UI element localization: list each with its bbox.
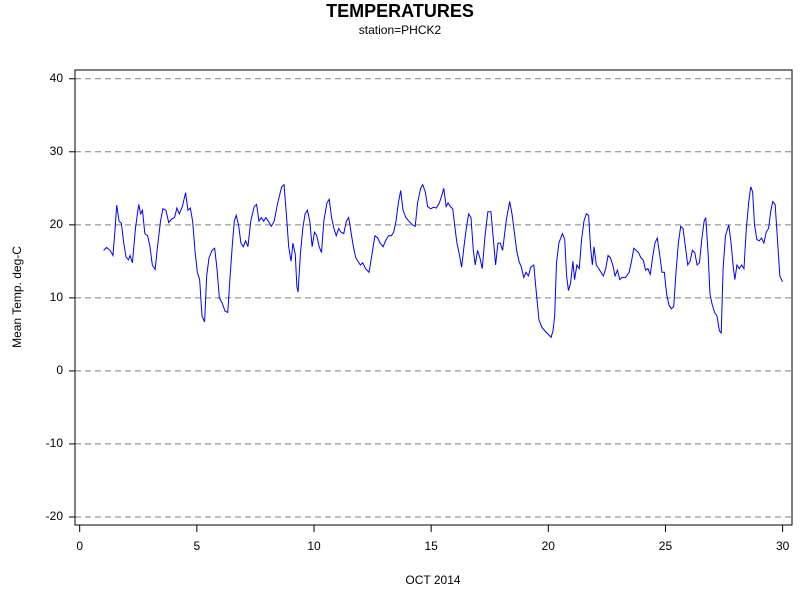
- x-tick-label: 0: [76, 539, 83, 553]
- y-tick-label: -20: [46, 509, 64, 523]
- x-axis-label: OCT 2014: [405, 573, 460, 587]
- chart-title: TEMPERATURES: [326, 1, 474, 21]
- temperature-line: [103, 183, 784, 339]
- y-tick-label: 10: [50, 290, 64, 304]
- chart-subtitle: station=PHCK2: [359, 23, 442, 37]
- x-tick-label: 30: [776, 539, 790, 553]
- x-tick-label: 25: [659, 539, 673, 553]
- x-tick-label: 15: [424, 539, 438, 553]
- y-tick-label: 0: [56, 363, 63, 377]
- x-tick-label: 20: [542, 539, 556, 553]
- y-tick-label: 20: [50, 217, 64, 231]
- x-tick-label: 5: [193, 539, 200, 553]
- x-tick-label: 10: [307, 539, 321, 553]
- y-tick-label: 40: [50, 71, 64, 85]
- y-tick-label: -10: [46, 436, 64, 450]
- plot-frame: [74, 69, 793, 526]
- y-tick-label: 30: [50, 144, 64, 158]
- y-axis-label: Mean Temp. deg-C: [10, 246, 24, 348]
